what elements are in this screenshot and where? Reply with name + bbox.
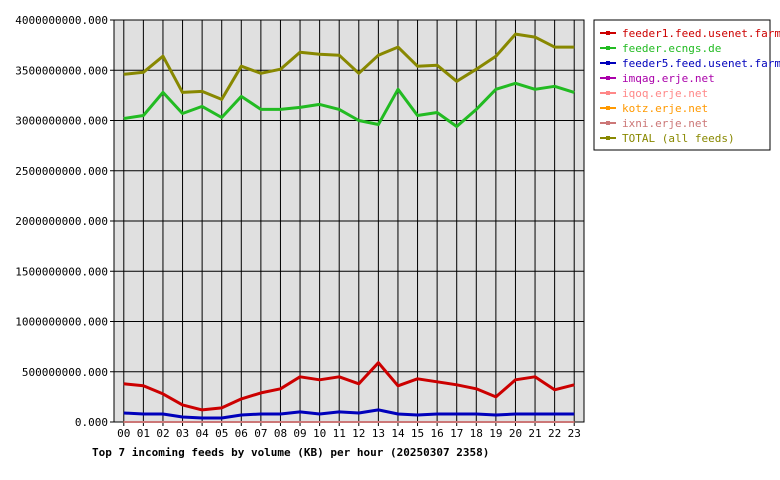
y-tick-label: 1500000000.000 bbox=[15, 265, 108, 278]
legend-label: iqoq.erje.net bbox=[622, 87, 708, 100]
chart-title: Top 7 incoming feeds by volume (KB) per … bbox=[92, 446, 489, 459]
y-tick-label: 3500000000.000 bbox=[15, 64, 108, 77]
x-tick-label: 00 bbox=[117, 427, 130, 440]
legend-box bbox=[593, 19, 771, 151]
legend-label: TOTAL (all feeds) bbox=[622, 132, 735, 145]
y-tick-label: 4000000000.000 bbox=[15, 14, 108, 27]
x-tick-label: 01 bbox=[137, 427, 150, 440]
legend-label: ixni.erje.net bbox=[622, 117, 708, 130]
x-tick-label: 12 bbox=[352, 427, 365, 440]
legend: feeder1.feed.usenet.farm feeder.ecngs.de f… bbox=[593, 19, 780, 151]
x-tick-label: 03 bbox=[176, 427, 189, 440]
x-tick-label: 23 bbox=[568, 427, 581, 440]
y-tick-label: 1000000000.000 bbox=[15, 316, 108, 329]
legend-marker bbox=[606, 46, 610, 50]
legend-marker bbox=[606, 136, 610, 140]
x-tick-label: 09 bbox=[293, 427, 306, 440]
y-axis-ticks: 0.000 500000000.000 1000000000.000 15000000… bbox=[15, 14, 114, 429]
legend-label: imqag.erje.net bbox=[622, 72, 715, 85]
x-tick-label: 04 bbox=[196, 427, 210, 440]
y-tick-label: 3000000000.000 bbox=[15, 115, 108, 128]
series-line-7 bbox=[123, 32, 575, 101]
x-tick-label: 20 bbox=[509, 427, 522, 440]
legend-label: feeder1.feed.usenet.farm bbox=[622, 27, 780, 40]
x-tick-label: 08 bbox=[274, 427, 287, 440]
x-tick-label: 02 bbox=[156, 427, 169, 440]
series-line-0 bbox=[123, 361, 575, 412]
x-tick-label: 14 bbox=[391, 427, 405, 440]
x-tick-label: 13 bbox=[372, 427, 385, 440]
x-tick-label: 11 bbox=[333, 427, 346, 440]
legend-marker bbox=[606, 61, 610, 65]
y-tick-label: 2000000000.000 bbox=[15, 215, 108, 228]
x-tick-label: 18 bbox=[470, 427, 483, 440]
x-tick-label: 17 bbox=[450, 427, 463, 440]
legend-items: feeder1.feed.usenet.farm feeder.ecngs.de f… bbox=[600, 27, 780, 145]
series-lines bbox=[123, 32, 575, 423]
x-tick-label: 22 bbox=[548, 427, 561, 440]
series-line-2 bbox=[123, 408, 575, 420]
x-tick-label: 07 bbox=[254, 427, 267, 440]
x-tick-label: 10 bbox=[313, 427, 326, 440]
legend-label: feeder.ecngs.de bbox=[622, 42, 721, 55]
y-tick-label: 500000000.000 bbox=[22, 366, 108, 379]
legend-marker bbox=[606, 121, 610, 125]
legend-marker bbox=[606, 106, 610, 110]
legend-marker bbox=[606, 31, 610, 35]
legend-marker bbox=[606, 91, 610, 95]
x-tick-label: 06 bbox=[235, 427, 248, 440]
grid-lines bbox=[114, 20, 584, 422]
x-tick-label: 16 bbox=[431, 427, 444, 440]
series-line-1 bbox=[123, 81, 575, 128]
y-tick-label: 2500000000.000 bbox=[15, 165, 108, 178]
legend-label: feeder5.feed.usenet.farm bbox=[622, 57, 780, 70]
x-tick-label: 21 bbox=[528, 427, 541, 440]
x-tick-label: 05 bbox=[215, 427, 228, 440]
x-tick-label: 19 bbox=[489, 427, 502, 440]
x-axis-ticks: 00 01 02 03 04 05 06 07 08 09 10 11 12 13 14 15 16 17 18 19… bbox=[117, 422, 581, 440]
legend-label: kotz.erje.net bbox=[622, 102, 708, 115]
x-tick-label: 15 bbox=[411, 427, 424, 440]
legend-marker bbox=[606, 76, 610, 80]
y-tick-label: 0.000 bbox=[75, 416, 108, 429]
